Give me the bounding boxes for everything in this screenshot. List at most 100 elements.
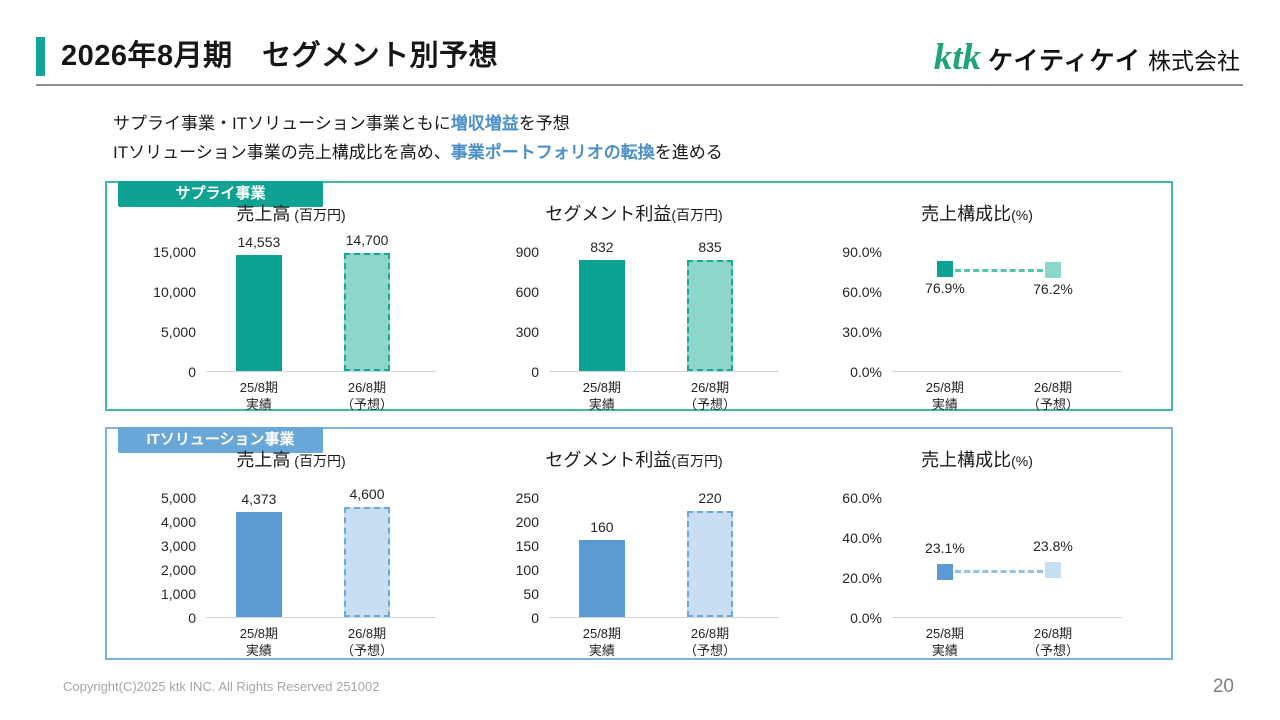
logo-company-name: ケイティケイ — [987, 47, 1141, 75]
chart-plot-area: 90.0% 60.0% 30.0% 0.0% 25/8期 実績 26/8期 （予想） 76.9%… — [842, 244, 1122, 412]
line-connector — [954, 268, 1043, 272]
bar-value-label: 4,600 — [349, 485, 385, 502]
x-axis-label: 25/8期 実績 — [925, 626, 965, 658]
chart-title: セグメント利益(百万円) — [545, 450, 723, 470]
copyright: Copyright(C)2025 ktk INC. All Rights Res… — [63, 679, 380, 694]
chart-it-sales: 売上高 (百万円) 5,000 4,000 3,000 2,000 1,000 0 25/8期… — [131, 429, 451, 658]
x-axis-label: 26/8期 （予想） — [683, 626, 736, 658]
bar-actual — [235, 254, 282, 371]
logo-company-suffix: 株式会社 — [1148, 48, 1240, 74]
y-axis-tick-label: 200 — [515, 514, 539, 530]
chart-plot-area: 60.0% 40.0% 20.0% 0.0% 25/8期 実績 26/8期 （予想） 23.1%… — [842, 490, 1122, 658]
chart-plot-area: 5,000 4,000 3,000 2,000 1,000 0 25/8期 実績 26/8期 （予… — [161, 486, 436, 658]
x-axis-label: 25/8期 実績 — [925, 380, 965, 412]
bar-forecast — [344, 506, 390, 617]
x-axis-label: 26/8期 （予想） — [683, 380, 736, 412]
y-axis-tick-label: 0 — [188, 610, 196, 626]
lead-line1-pre: サプライ事業・ITソリューション事業ともに — [113, 114, 451, 133]
bar-actual — [235, 512, 282, 617]
y-axis-tick-label: 0.0% — [850, 364, 882, 380]
y-axis-tick-label: 0 — [188, 364, 196, 380]
bar-value-label: 832 — [590, 239, 614, 256]
bar-forecast — [344, 253, 390, 371]
x-axis-label: 26/8期 （予想） — [1026, 626, 1079, 658]
chart-title: 売上構成比(%) — [921, 450, 1033, 470]
y-axis-tick-label: 60.0% — [842, 490, 882, 506]
y-axis-tick-label: 5,000 — [160, 324, 196, 340]
bar-value-label: 160 — [590, 519, 614, 536]
x-axis-label: 26/8期 （予想） — [340, 626, 393, 658]
y-axis-tick-label: 90.0% — [842, 244, 882, 260]
chart-title: 売上高 (百万円) — [236, 204, 346, 224]
x-axis-label: 25/8期 実績 — [582, 380, 622, 412]
y-axis-tick-label: 50 — [523, 586, 539, 602]
company-logo: ktk ケイティケイ 株式会社 — [934, 36, 1240, 79]
y-axis-tick-label: 1,000 — [160, 586, 196, 602]
chart-plot-area: 250 200 150 100 50 0 25/8期 実績 26/8期 （予想） 160 220 — [516, 490, 779, 658]
section-supply-business: サプライ事業 売上高 (百万円) 15,000 10,000 5,000 0 25/8期実… — [105, 181, 1173, 412]
page-number: 20 — [1212, 676, 1234, 697]
bar-value-label: 14,553 — [237, 233, 281, 250]
x-axis-label: 26/8期 （予想） — [1026, 380, 1079, 412]
bar-actual — [578, 540, 625, 617]
line-marker-forecast — [1045, 562, 1061, 579]
y-axis-tick-label: 900 — [515, 244, 539, 260]
y-axis-tick-label: 300 — [515, 324, 539, 340]
y-axis-tick-label: 600 — [515, 284, 539, 300]
page-title: 2026年8月期 セグメント別予想 — [61, 40, 499, 72]
chart-it-segment-profit: セグメント利益(百万円) 250 200 150 100 50 0 25/8期 実績 26/8期（… — [474, 429, 794, 658]
y-axis-tick-label: 3,000 — [160, 538, 196, 554]
x-axis-label: 25/8期 実績 — [582, 626, 622, 658]
bar-value-label: 4,373 — [241, 491, 277, 508]
point-value-label: 76.2% — [1033, 281, 1073, 298]
lead-line1-highlight: 増収増益 — [450, 114, 519, 133]
title-accent-bar — [36, 37, 45, 76]
it-charts-row: 売上高 (百万円) 5,000 4,000 3,000 2,000 1,000 0 25/8期… — [107, 429, 1171, 658]
section-badge-it-solution: ITソリューション事業 — [118, 427, 323, 453]
line-marker-forecast — [1045, 262, 1061, 279]
y-axis-tick-label: 0 — [531, 364, 539, 380]
header-divider — [36, 84, 1243, 86]
logo-ktk-mark: ktk — [933, 37, 981, 78]
line-marker-actual — [936, 563, 953, 580]
lead-text: サプライ事業・ITソリューション事業ともに増収増益を予想 ITソリューション事業… — [113, 109, 723, 167]
x-axis-label: 26/8期 （予想） — [340, 380, 393, 412]
lead-line2-pre: ITソリューション事業の売上構成比を高め、 — [113, 143, 451, 162]
bar-actual — [578, 260, 625, 371]
bar-forecast — [687, 511, 733, 617]
x-axis-label: 25/8期 実績 — [239, 380, 279, 412]
lead-line2-highlight: 事業ポートフォリオの転換 — [450, 143, 655, 162]
chart-plot-area: 15,000 10,000 5,000 0 25/8期 実績 26/8期 （予想） 14,553… — [153, 232, 436, 412]
chart-supply-sales-ratio: 売上構成比(%) 90.0% 60.0% 30.0% 0.0% 25/8期 実績 26/8期（… — [817, 183, 1137, 412]
chart-title: 売上高 (百万円) — [236, 450, 346, 470]
chart-it-sales-ratio: 売上構成比(%) 60.0% 40.0% 20.0% 0.0% 25/8期 実績 26/8期（… — [817, 429, 1137, 658]
lead-line-1: サプライ事業・ITソリューション事業ともに増収増益を予想 — [113, 109, 723, 138]
y-axis-tick-label: 100 — [515, 562, 539, 578]
point-value-label: 23.1% — [925, 539, 965, 556]
chart-title: 売上構成比(%) — [921, 204, 1033, 224]
y-axis-tick-label: 15,000 — [153, 244, 196, 260]
y-axis-tick-label: 0 — [531, 610, 539, 626]
section-it-solution-business: ITソリューション事業 売上高 (百万円) 5,000 4,000 3,000 2,00… — [105, 427, 1173, 660]
point-value-label: 76.9% — [925, 280, 965, 297]
y-axis-tick-label: 20.0% — [842, 570, 882, 586]
y-axis-tick-label: 30.0% — [842, 324, 882, 340]
line-connector — [954, 570, 1043, 574]
x-axis-label: 25/8期 実績 — [239, 626, 279, 658]
bar-forecast — [687, 259, 733, 371]
y-axis-tick-label: 0.0% — [850, 610, 882, 626]
lead-line-2: ITソリューション事業の売上構成比を高め、事業ポートフォリオの転換を進める — [113, 138, 723, 167]
y-axis-tick-label: 150 — [515, 538, 539, 554]
section-badge-supply: サプライ事業 — [118, 181, 323, 207]
chart-supply-segment-profit: セグメント利益(百万円) 900 600 300 0 25/8期 実績 26/8期 （予想） 83… — [474, 183, 794, 412]
y-axis-tick-label: 5,000 — [160, 490, 196, 506]
y-axis-tick-label: 10,000 — [153, 284, 196, 300]
y-axis-tick-label: 4,000 — [160, 514, 196, 530]
bar-value-label: 14,700 — [345, 232, 389, 249]
y-axis-tick-label: 2,000 — [160, 562, 196, 578]
y-axis-tick-label: 60.0% — [842, 284, 882, 300]
lead-line1-post: を予想 — [518, 114, 570, 133]
line-marker-actual — [936, 261, 953, 278]
bar-value-label: 220 — [698, 490, 722, 507]
